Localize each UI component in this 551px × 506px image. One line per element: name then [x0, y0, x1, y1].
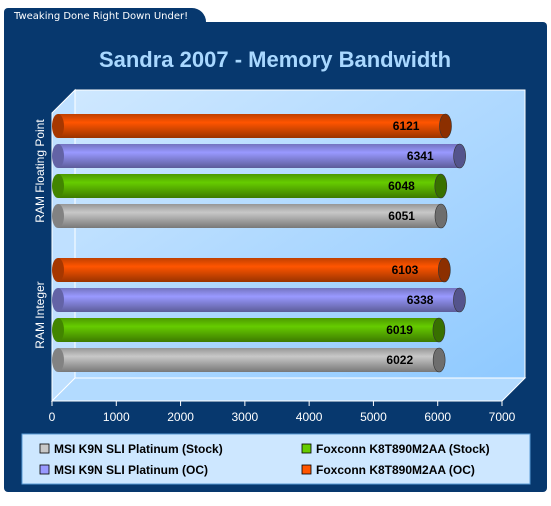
- legend-label: Foxconn K8T890M2AA (OC): [316, 463, 475, 477]
- legend-swatch: [39, 464, 50, 475]
- legend-item: MSI K9N SLI Platinum (OC): [39, 463, 208, 477]
- legend-item: Foxconn K8T890M2AA (OC): [301, 463, 475, 477]
- legend-swatch: [39, 443, 50, 454]
- legend-swatch: [301, 464, 312, 475]
- bar-value-label: 6341: [407, 149, 434, 163]
- bar-value-label: 6338: [407, 293, 434, 307]
- bar-value-label: 6048: [388, 179, 415, 193]
- category-label: RAM Integer: [33, 281, 47, 348]
- site-tagline: Tweaking Done Right Down Under!: [4, 8, 207, 26]
- bar-1-1: 6019: [52, 317, 446, 343]
- legend: MSI K9N SLI Platinum (Stock) Foxconn K8T8…: [39, 442, 490, 477]
- chart-title: Sandra 2007 - Memory Bandwidth: [99, 47, 451, 72]
- x-tick-label: 7000: [489, 410, 516, 424]
- chart-floor: [50, 377, 527, 402]
- legend-item: Foxconn K8T890M2AA (Stock): [301, 442, 490, 456]
- x-tick-label: 0: [49, 410, 56, 424]
- bar-0-3: 6121: [52, 113, 452, 139]
- bar-value-label: 6121: [393, 119, 420, 133]
- bar-value-label: 6051: [388, 209, 415, 223]
- legend-box: [21, 433, 531, 485]
- bar-1-2: 6338: [52, 287, 466, 313]
- bar-value-label: 6019: [386, 323, 413, 337]
- legend-label: Foxconn K8T890M2AA (Stock): [316, 442, 490, 456]
- bar-0-1: 6048: [52, 173, 448, 199]
- bar-1-3: 6103: [52, 257, 451, 283]
- x-tick-label: 4000: [296, 410, 323, 424]
- legend-swatch: [301, 443, 312, 454]
- x-tick-label: 1000: [103, 410, 130, 424]
- bar-1-0: 6022: [52, 347, 446, 373]
- bar-0-0: 6051: [52, 203, 448, 229]
- bar-value-label: 6103: [392, 263, 419, 277]
- x-tick-label: 6000: [424, 410, 451, 424]
- category-label: RAM Floating Point: [33, 119, 47, 223]
- legend-label: MSI K9N SLI Platinum (Stock): [54, 442, 223, 456]
- legend-item: MSI K9N SLI Platinum (Stock): [39, 442, 223, 456]
- legend-label: MSI K9N SLI Platinum (OC): [54, 463, 208, 477]
- x-tick-label: 3000: [232, 410, 259, 424]
- bar-value-label: 6022: [386, 353, 413, 367]
- bar-0-2: 6341: [52, 143, 466, 169]
- x-tick-label: 2000: [167, 410, 194, 424]
- x-tick-label: 5000: [360, 410, 387, 424]
